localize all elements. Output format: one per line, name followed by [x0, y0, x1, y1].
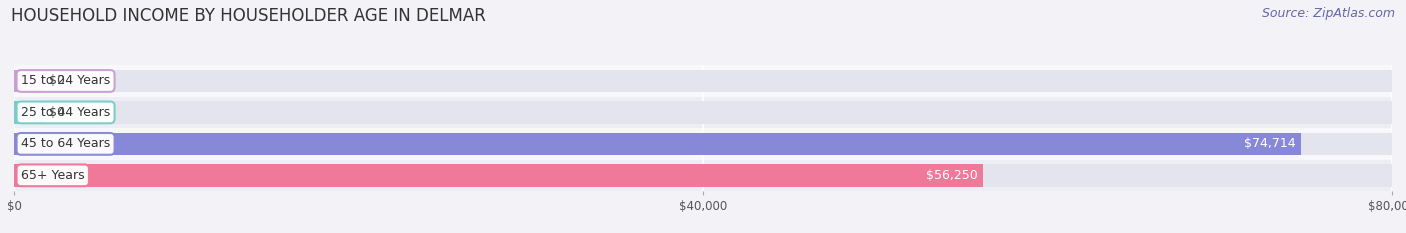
- Bar: [14, 164, 1392, 187]
- Text: $0: $0: [48, 106, 65, 119]
- Bar: [14, 97, 1392, 128]
- Text: 15 to 24 Years: 15 to 24 Years: [21, 75, 110, 87]
- Bar: [14, 65, 1392, 97]
- Bar: [14, 128, 1392, 160]
- Bar: [14, 101, 1392, 124]
- Text: $56,250: $56,250: [925, 169, 977, 182]
- Bar: [14, 70, 45, 92]
- Text: 45 to 64 Years: 45 to 64 Years: [21, 137, 110, 150]
- Bar: [14, 101, 45, 124]
- Text: Source: ZipAtlas.com: Source: ZipAtlas.com: [1261, 7, 1395, 20]
- Bar: [14, 133, 1392, 155]
- Text: 65+ Years: 65+ Years: [21, 169, 84, 182]
- Text: $74,714: $74,714: [1244, 137, 1295, 150]
- Text: $0: $0: [48, 75, 65, 87]
- Bar: [14, 70, 1392, 92]
- Text: 25 to 44 Years: 25 to 44 Years: [21, 106, 110, 119]
- Bar: [14, 160, 1392, 191]
- Bar: [14, 133, 1301, 155]
- Text: HOUSEHOLD INCOME BY HOUSEHOLDER AGE IN DELMAR: HOUSEHOLD INCOME BY HOUSEHOLDER AGE IN D…: [11, 7, 486, 25]
- Bar: [14, 164, 983, 187]
